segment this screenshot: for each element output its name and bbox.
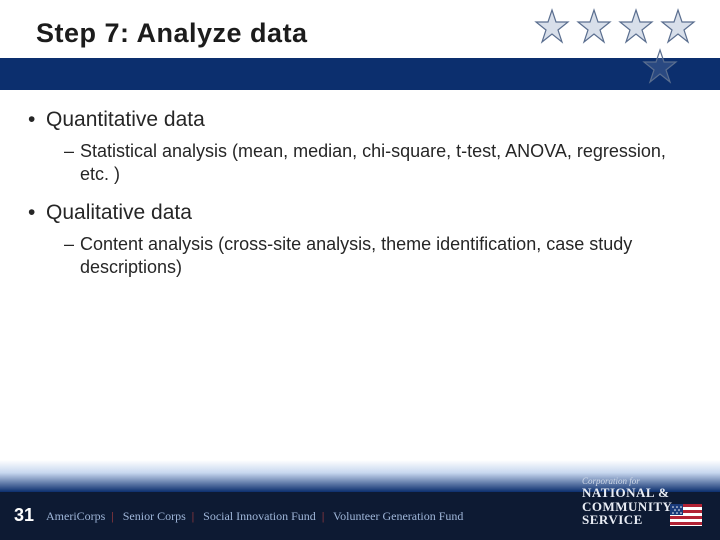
logo-line: SERVICE	[582, 512, 643, 527]
program-item: Senior Corps	[123, 509, 186, 523]
bullet-level-2: Content analysis (cross-site analysis, t…	[28, 233, 692, 278]
separator: |	[322, 509, 324, 523]
separator: |	[111, 509, 113, 523]
bullet-level-1: Qualitative data	[28, 201, 692, 225]
header: Step 7: Analyze data	[0, 0, 720, 90]
program-item: Social Innovation Fund	[203, 509, 316, 523]
logo-title: NATIONAL & COMMUNITY SERVICE	[582, 486, 672, 527]
flag-icon	[670, 504, 702, 526]
separator: |	[192, 509, 194, 523]
footer-programs: Ameri­Corps | Senior Corps | Social Innova…	[46, 509, 463, 524]
page-number: 31	[14, 505, 34, 526]
cncs-logo: Corporation for NATIONAL & COMMUNITY SER…	[582, 472, 702, 532]
content-body: Quantitative data Statistical analysis (…	[28, 108, 692, 294]
footer-bar: 31 Ameri­Corps | Senior Corps | Social Inn…	[0, 492, 720, 540]
bullet-level-2: Statistical analysis (mean, median, chi-…	[28, 140, 692, 185]
program-item: Volunteer Generation Fund	[333, 509, 463, 523]
slide-title: Step 7: Analyze data	[36, 18, 308, 49]
slide: Step 7: Analyze data Quantitative data S…	[0, 0, 720, 540]
bullet-level-1: Quantitative data	[28, 108, 692, 132]
program-item: Ameri­Corps	[46, 509, 105, 523]
decorative-stars	[522, 6, 702, 86]
